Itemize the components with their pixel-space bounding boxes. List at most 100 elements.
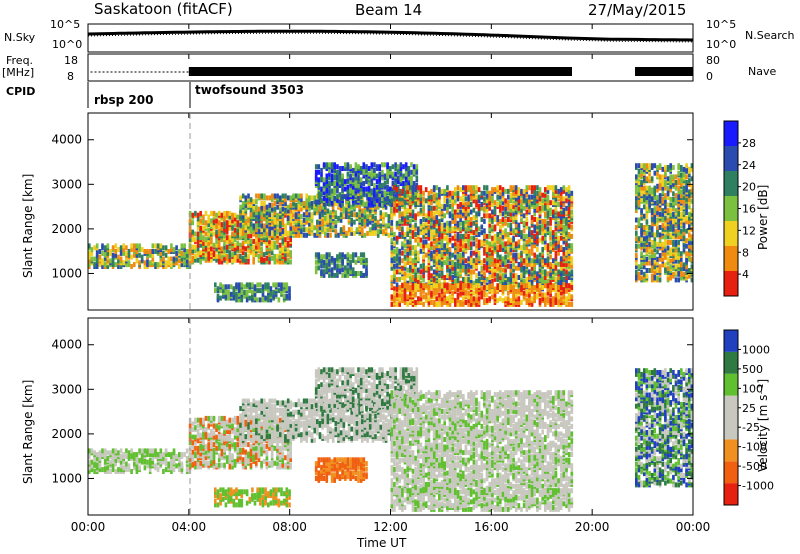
power-cell-3988 (570, 269, 574, 275)
power-cell-3741 (549, 232, 552, 237)
power-cell-4790 (664, 266, 667, 272)
power-cell-1983 (415, 175, 419, 181)
power-cell-2434 (430, 188, 433, 194)
power-cell-1830 (381, 169, 384, 175)
power-cell-940 (263, 193, 266, 199)
power-cell-2851 (467, 226, 470, 232)
power-cell-111 (133, 243, 136, 249)
power-cell-4075 (414, 292, 417, 298)
power-cell-3627 (538, 205, 542, 211)
freq-trace (90, 67, 693, 76)
power-cell-25 (95, 243, 99, 249)
power-cell-2114 (401, 211, 404, 217)
power-cell-2087 (398, 209, 401, 215)
power-cell-3763 (552, 233, 555, 239)
power-cell-1187 (316, 219, 319, 225)
power-cell-2351 (422, 203, 425, 209)
power-cell-2686 (454, 254, 457, 260)
power-cell-559 (241, 240, 245, 246)
power-cell-3141 (496, 252, 499, 258)
power-cell-4118 (432, 283, 436, 289)
power-cell-1629 (338, 177, 342, 183)
power-cell-1827 (381, 182, 384, 188)
power-cell-3724 (546, 188, 550, 194)
power-cell-2242 (411, 188, 415, 194)
power-cell-3827 (557, 247, 560, 252)
power-cell-2196 (409, 239, 412, 245)
power-cell-681 (265, 255, 269, 261)
power-cell-103 (130, 264, 133, 269)
power-cell-989 (273, 210, 277, 216)
power-cell-143 (148, 260, 152, 266)
power-cell-3761 (552, 239, 555, 245)
power-cell-3795 (554, 232, 558, 237)
power-cell-999 (276, 204, 279, 210)
power-cell-3822 (557, 275, 560, 280)
power-cell-2341 (422, 233, 425, 239)
power-cell-1122 (300, 197, 303, 203)
power-cell-3510 (528, 207, 531, 213)
power-cell-1528 (317, 199, 321, 205)
power-cell-3064 (488, 233, 491, 239)
power-cell-4162 (451, 285, 454, 290)
power-cell-848 (244, 225, 248, 231)
power-cell-1715 (357, 175, 360, 181)
power-cell-2888 (469, 209, 473, 215)
power-cell-1153 (308, 212, 311, 218)
power-cell-206 (175, 245, 178, 251)
power-cell-4089 (419, 283, 423, 289)
power-cell-498 (231, 231, 234, 237)
power-cell-3830 (557, 239, 560, 245)
power-cell-105 (130, 247, 133, 253)
power-cell-1367 (358, 217, 361, 223)
power-cell-4596 (645, 176, 649, 182)
power-cell-525 (236, 244, 240, 250)
power-cell-1534 (317, 182, 321, 188)
power-cell-1568 (325, 162, 329, 168)
power-cell-1174 (313, 225, 316, 231)
power-cell-2205 (409, 207, 412, 213)
power-cell-3905 (562, 207, 566, 213)
power-cell-3495 (528, 269, 531, 275)
power-cell-1156 (308, 201, 311, 206)
power-cell-3556 (533, 243, 536, 249)
power-cell-3877 (559, 190, 563, 196)
power-cell-3736 (549, 248, 552, 254)
power-cell-737 (276, 237, 279, 243)
power-cell-1865 (389, 173, 392, 179)
power-cell-4949 (674, 200, 678, 206)
power-cell-2264 (414, 226, 417, 232)
power-cell-12 (90, 247, 94, 253)
power-cell-2457 (432, 215, 436, 221)
power-cell-4878 (669, 208, 672, 214)
power-cell-4179 (459, 290, 462, 296)
power-cell-332 (204, 246, 208, 252)
power-cell-3011 (483, 228, 486, 234)
power-cell-4138 (443, 300, 446, 305)
power-cell-3121 (493, 241, 497, 247)
power-cell-1804 (375, 179, 379, 185)
power-cell-2081 (398, 232, 401, 237)
power-cell-1962 (410, 175, 413, 181)
power-cell-97 (125, 245, 128, 251)
power-cell-1298 (339, 195, 343, 201)
power-cell-2197 (409, 235, 412, 241)
power-cell-436 (220, 222, 224, 228)
power-cell-3263 (507, 239, 510, 245)
power-cell-4805 (664, 215, 667, 221)
power-cell-3292 (509, 226, 513, 232)
power-cell-2241 (411, 194, 415, 200)
power-cell-3106 (491, 194, 494, 200)
power-cell-2421 (430, 228, 433, 234)
power-cell-828 (239, 208, 242, 214)
power-cell-2605 (446, 243, 449, 249)
power-cell-203 (175, 256, 178, 262)
power-cell-2543 (440, 261, 444, 267)
power-cell-2857 (467, 211, 470, 217)
power-cell-3278 (509, 273, 513, 279)
power-cell-11 (90, 250, 94, 256)
power-cell-3778 (554, 282, 558, 288)
power-cell-4236 (483, 298, 486, 304)
power-cell-77 (117, 247, 120, 253)
power-cell-2735 (456, 203, 460, 209)
